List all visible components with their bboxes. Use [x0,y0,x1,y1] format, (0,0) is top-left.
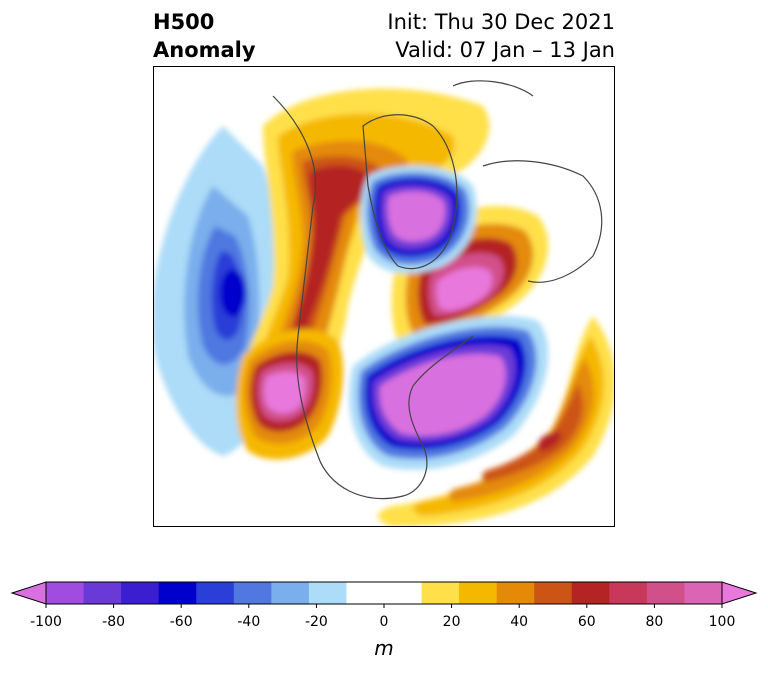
colorbar-tick-label: -20 [304,614,328,630]
title-variable: H500 [153,10,215,34]
colorbar-segment [571,582,610,604]
title-left: H500 Anomaly [153,8,256,64]
colorbar-tick-label: -40 [237,614,261,630]
colorbar-segment [384,582,423,604]
subtropical-ridge [378,316,615,527]
colorbar-tick-label: 60 [577,614,596,630]
eastern-trough [349,316,549,470]
greenland-outline [362,114,458,270]
colorbar-tick-label: 80 [645,614,664,630]
colorbar-tick-label: 0 [379,614,389,630]
colorbar-segment [196,582,235,604]
colorbar-segment [233,582,272,604]
colorbar-segment [459,582,498,604]
colorbar-segment [121,582,160,604]
colorbar-unit: m [374,636,394,660]
colorbar [10,581,758,608]
colorbar-segment [308,582,347,604]
colorbar-segment [534,582,573,604]
colorbar-segment [271,582,310,604]
europe-coast [482,160,603,283]
colorbar-tick-label: -80 [102,614,126,630]
colorbar-extend-low [10,581,47,605]
colorbar-segment [684,582,723,604]
title-field: Anomaly [153,38,256,62]
init-date: Init: Thu 30 Dec 2021 [387,10,615,34]
colorbar-segment [646,582,685,604]
colorbar-segment [46,582,85,604]
map-border [153,66,615,527]
colorbar-segment [496,582,535,604]
colorbar-segment [609,582,648,604]
colorbar-tick-label: -100 [30,614,62,630]
coastlines [272,80,603,500]
colorbar-segment [421,582,460,604]
valid-range: Valid: 07 Jan – 13 Jan [395,38,615,62]
arctic-low [360,165,477,274]
colorbar-tick-label: 100 [708,614,736,630]
colorbar-tick-label: 20 [442,614,461,630]
colorbar-segment [83,582,122,604]
colorbar-tick-label: 40 [510,614,529,630]
colorbar-tick-label: -60 [169,614,193,630]
colorbar-segment [158,582,197,604]
anomaly-map [153,66,615,527]
title-right: Init: Thu 30 Dec 2021 Valid: 07 Jan – 13… [387,8,615,64]
north-america-coast [272,95,474,500]
colorbar-segment [346,582,385,604]
colorbar-extend-high [721,581,758,605]
arctic-coast [452,80,534,97]
